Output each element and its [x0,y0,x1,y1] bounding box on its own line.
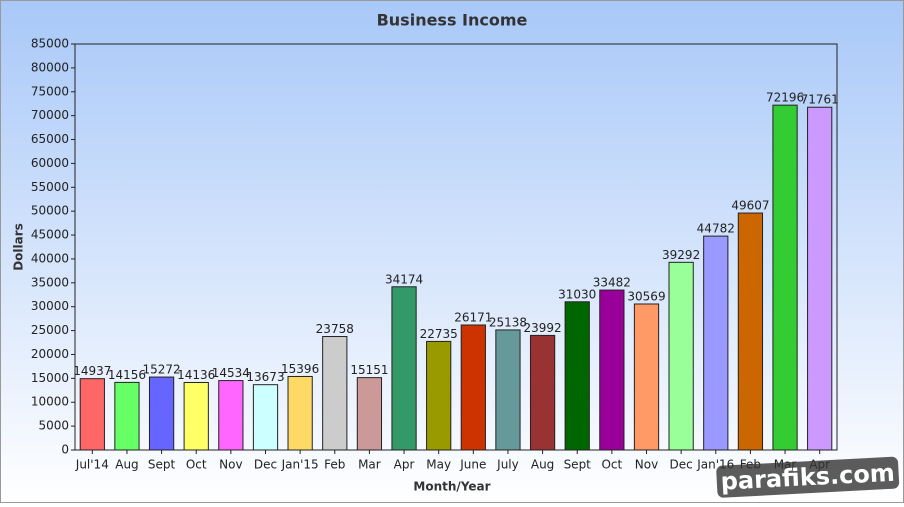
data-label: 23992 [523,321,561,335]
x-tick-label: Dec [670,458,693,472]
y-tick-label: 60000 [31,156,69,170]
y-tick-label: 5000 [38,419,69,433]
bar [772,104,798,451]
x-tick-label: Nov [219,458,242,472]
x-tick-label: July [496,458,519,472]
data-label: 14937 [73,364,111,378]
bar [426,340,452,451]
data-label: 14136 [177,368,215,382]
y-tick-label: 25000 [31,323,69,337]
data-label: 14156 [108,368,146,382]
bar [114,381,140,451]
y-tick-label: 35000 [31,275,69,289]
bar [529,334,556,451]
x-tick-label: Nov [635,458,658,472]
data-label: 15151 [350,363,388,377]
data-label: 34174 [385,272,423,286]
y-tick-label: 55000 [31,180,69,194]
data-label: 31030 [558,287,596,301]
data-label: 25138 [489,315,527,329]
x-tick-label: Sept [564,458,592,472]
data-label: 14534 [212,366,250,380]
data-label: 15396 [281,362,319,376]
y-tick-label: 40000 [31,251,69,265]
x-tick-label: June [459,458,486,472]
watermark-bg [716,456,900,498]
x-tick-label: Jan'15 [281,458,319,472]
data-label: 39292 [662,248,700,262]
x-tick-label: Oct [186,458,207,472]
data-label: 30569 [627,289,665,303]
chart-title: Business Income [377,11,528,30]
data-label: 13673 [246,370,284,384]
x-tick-label: Mar [358,458,381,472]
bar [356,377,383,451]
y-tick-label: 65000 [31,132,69,146]
bar [633,303,660,451]
y-tick-label: 75000 [31,84,69,98]
bar [564,301,590,451]
y-tick-label: 80000 [31,60,69,74]
data-label: 72196 [766,91,804,105]
bar [183,381,209,451]
bar [391,286,417,451]
bar [703,235,729,451]
y-tick-label: 45000 [31,228,69,242]
x-tick-label: Aug [115,458,138,472]
x-tick-label: Feb [324,458,345,472]
plot-frame [74,43,838,451]
x-axis-title: Month/Year [413,480,490,494]
x-tick-label: Aug [531,458,554,472]
data-label: 49607 [731,199,769,213]
bar [322,336,348,451]
bar [495,329,521,451]
data-label: 44782 [697,222,735,236]
data-label: 26171 [454,310,492,324]
x-tick-label: Apr [394,458,415,472]
x-tick-label: Oct [601,458,622,472]
bar [737,212,764,451]
bar [599,289,625,451]
bar [148,376,175,451]
y-tick-label: 85000 [31,37,69,51]
data-label: 23758 [316,322,354,336]
data-label: 22735 [420,327,458,341]
y-tick-label: 50000 [31,204,69,218]
bar [807,106,833,451]
bar [460,324,486,451]
data-label: 33482 [593,276,631,290]
data-label: 71761 [801,93,839,107]
data-label: 15272 [142,363,180,377]
y-tick-label: 10000 [31,395,69,409]
y-axis-title: Dollars [12,223,26,271]
bar [287,375,313,451]
bar [218,380,244,451]
bar [79,378,105,451]
y-tick-label: 15000 [31,371,69,385]
y-tick-label: 30000 [31,299,69,313]
bar [252,384,279,451]
y-tick-label: 70000 [31,108,69,122]
y-tick-label: 20000 [31,347,69,361]
watermark-box: parafiks.com [716,456,900,498]
x-tick-label: Dec [254,458,277,472]
y-tick-label: 0 [61,443,69,457]
bar [668,261,694,451]
x-tick-label: Jul'14 [75,458,109,472]
x-tick-label: Sept [148,458,176,472]
x-tick-label: May [426,458,451,472]
